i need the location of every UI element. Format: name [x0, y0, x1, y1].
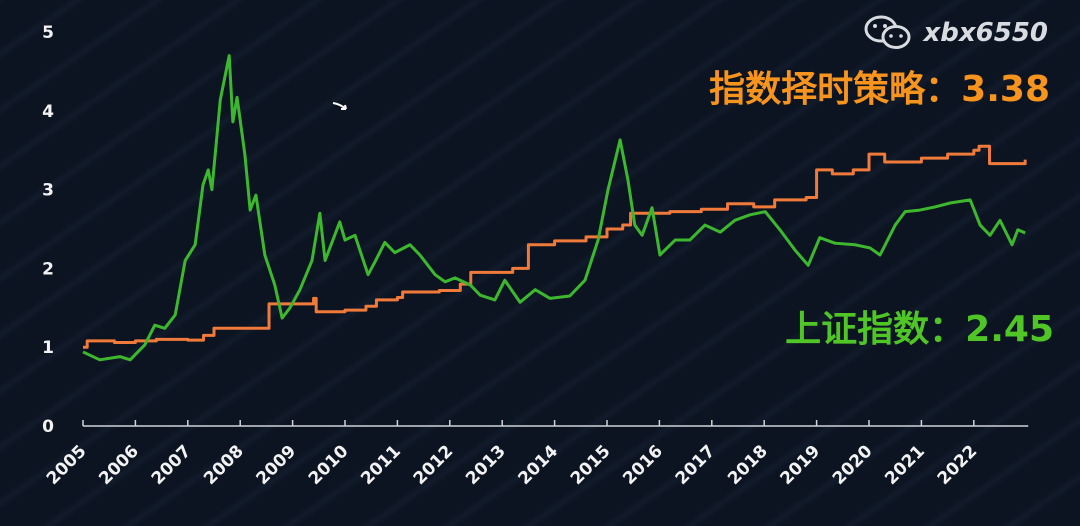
y-tick-label: 5 [42, 23, 54, 43]
y-tick-label: 0 [42, 417, 54, 437]
x-tick-label: 2010 [305, 441, 353, 489]
x-tick-label: 2022 [934, 441, 982, 489]
x-tick-label: 2018 [724, 441, 772, 489]
x-tick-label: 2014 [515, 441, 563, 489]
y-tick-label: 4 [42, 102, 54, 122]
watermark: xbx6550 [863, 14, 1048, 52]
x-tick-label: 2013 [462, 441, 510, 489]
strategy-final-value-label: 指数择时策略：3.38 [709, 69, 1050, 110]
x-tick-label: 2016 [619, 441, 667, 489]
y-tick-label: 2 [42, 259, 54, 279]
x-tick-label: 2012 [410, 441, 458, 489]
wechat-icon [864, 15, 911, 49]
x-tick-label: 2017 [672, 441, 720, 489]
index-series-line [82, 54, 1026, 362]
x-tick-label: 2008 [200, 441, 248, 489]
cursor-arrow-icon [332, 102, 347, 110]
index-final-value-label: 上证指数：2.45 [785, 309, 1054, 350]
x-tick-label: 2020 [829, 441, 877, 489]
x-tick-label: 2021 [881, 441, 929, 489]
x-tick-label: 2011 [357, 441, 405, 489]
x-tick-label: 2009 [253, 441, 301, 489]
y-tick-label: 1 [42, 338, 54, 358]
y-tick-label: 3 [42, 181, 54, 201]
strategy-series-line [83, 144, 1027, 349]
x-tick-label: 2005 [43, 441, 91, 489]
x-tick-label: 2019 [777, 441, 825, 489]
x-tick-label: 2006 [95, 441, 143, 489]
watermark-text: xbx6550 [923, 18, 1048, 48]
x-tick-label: 2007 [148, 441, 196, 489]
x-tick-label: 2015 [567, 441, 615, 489]
